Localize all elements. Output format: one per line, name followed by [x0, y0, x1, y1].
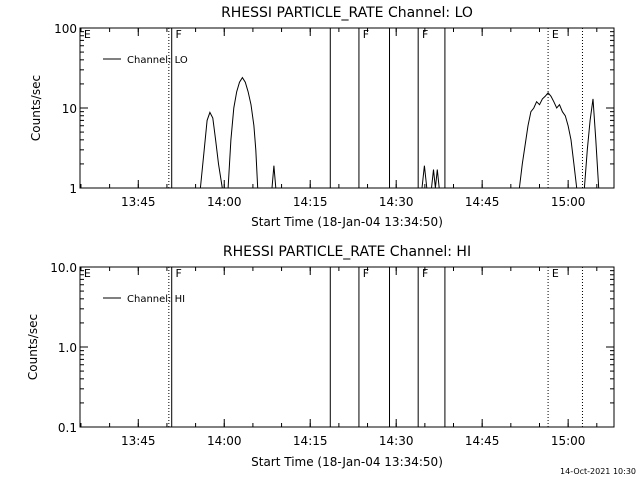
footer-timestamp: 14-Oct-2021 10:30: [560, 467, 636, 476]
x-tick-label: 14:45: [465, 434, 500, 448]
x-tick-label: 14:15: [293, 195, 328, 209]
y-axis-label-hi: Counts/sec: [26, 314, 40, 380]
flag-label: F: [176, 267, 182, 280]
x-tick-label: 13:45: [121, 434, 156, 448]
y-tick-label: 100: [54, 22, 77, 36]
legend-label-hi: Channel: HI: [127, 294, 185, 305]
chart-title-lo: RHESSI PARTICLE_RATE Channel: LO: [221, 5, 473, 21]
flag-label: F: [363, 28, 369, 41]
x-tick-label: 14:45: [465, 195, 500, 209]
plot-frame-hi: [79, 266, 615, 428]
flag-label: E: [552, 267, 559, 280]
series-line-lo: [583, 98, 600, 189]
x-tick-label: 13:45: [121, 195, 156, 209]
flag-label: E: [84, 267, 91, 280]
y-axis-label-lo: Counts/sec: [29, 75, 43, 141]
x-tick-label: 14:30: [379, 195, 414, 209]
x-tick-label: 14:15: [293, 434, 328, 448]
legend-label-lo: Channel: LO: [127, 55, 188, 66]
tick-layer-lo: 13:45 14:00 14:15 14:30 14:45 15:00 1 10 100: [54, 22, 614, 209]
y-tick-label: 10.0: [50, 261, 77, 275]
x-axis-label-hi: Start Time (18-Jan-04 13:34:50): [251, 455, 443, 469]
x-tick-label: 15:00: [551, 195, 586, 209]
y-tick-label: 0.1: [58, 421, 77, 435]
series-layer-lo: [199, 76, 600, 189]
flag-label: F: [363, 267, 369, 280]
flag-label: E: [552, 28, 559, 41]
panel-lo: RHESSI PARTICLE_RATE Channel: LO Counts/…: [29, 5, 615, 229]
x-axis-label-lo: Start Time (18-Jan-04 13:34:50): [251, 215, 443, 229]
tick-layer-hi: 13:45 14:00 14:15 14:30 14:45 15:00 0.1 1.0 10.0: [50, 261, 614, 448]
series-line-lo: [271, 165, 277, 189]
x-tick-label: 14:00: [207, 434, 242, 448]
series-line-lo: [421, 165, 428, 189]
y-tick-label: 10: [62, 102, 77, 116]
plot-frame-lo: [79, 27, 615, 189]
series-line-lo: [518, 92, 578, 189]
x-tick-label: 15:00: [551, 434, 586, 448]
series-line-lo: [199, 111, 223, 189]
panel-hi: RHESSI PARTICLE_RATE Channel: HI Counts/…: [26, 244, 615, 469]
series-line-lo: [227, 76, 259, 189]
y-tick-label: 1.0: [58, 341, 77, 355]
flag-label: F: [422, 28, 428, 41]
chart-title-hi: RHESSI PARTICLE_RATE Channel: HI: [223, 244, 471, 260]
x-tick-label: 14:00: [207, 195, 242, 209]
flag-label: E: [84, 28, 91, 41]
flag-label: F: [176, 28, 182, 41]
x-tick-label: 14:30: [379, 434, 414, 448]
flag-label: F: [422, 267, 428, 280]
y-tick-label: 1: [69, 182, 77, 196]
